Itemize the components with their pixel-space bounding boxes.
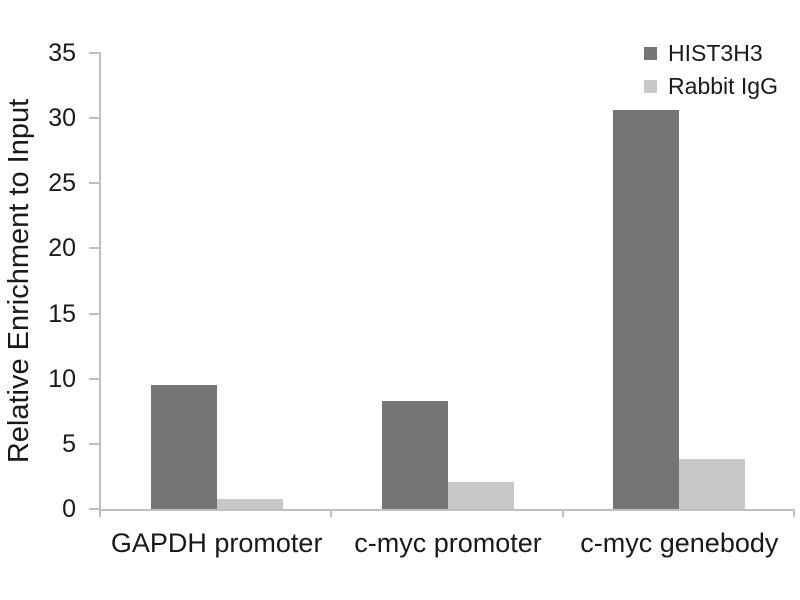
y-tick-mark (89, 117, 101, 120)
y-tick-label: 25 (48, 169, 76, 198)
bar-rabbit-igg-2 (679, 459, 746, 509)
y-axis-line (99, 53, 101, 511)
y-tick-label: 15 (48, 299, 76, 328)
x-tick-mark (99, 509, 101, 517)
y-tick-label: 10 (48, 364, 76, 393)
legend-label-rabbit-igg: Rabbit IgG (668, 73, 778, 99)
y-tick-mark (89, 312, 101, 315)
x-category-label: c-myc promoter (354, 528, 542, 558)
legend-swatch-hist3h3-icon (644, 47, 658, 60)
y-tick-mark (89, 442, 101, 445)
x-axis-line (99, 509, 795, 511)
x-tick-mark (330, 509, 333, 517)
y-tick-mark (89, 52, 101, 54)
bar-hist3h3-2 (613, 110, 680, 509)
y-tick-mark (89, 182, 101, 185)
x-tick-mark (793, 509, 795, 517)
y-tick-label: 35 (48, 39, 76, 67)
bar-rabbit-igg-1 (448, 481, 514, 509)
bar-hist3h3-1 (382, 400, 448, 509)
bar-hist3h3-0 (150, 385, 217, 509)
legend-label-hist3h3: HIST3H3 (668, 40, 763, 66)
x-category-label: GAPDH promoter (110, 528, 323, 558)
bar-rabbit-igg-0 (216, 498, 283, 509)
y-tick-label: 20 (48, 234, 76, 263)
legend-item-rabbit-igg: Rabbit IgG (644, 75, 778, 98)
y-tick-mark (89, 508, 101, 510)
y-tick-label: 0 (62, 495, 76, 523)
y-tick-label: 5 (62, 429, 76, 458)
y-tick-label: 30 (48, 104, 76, 133)
x-tick-mark (561, 509, 564, 517)
legend-swatch-rabbit-igg-icon (644, 80, 658, 93)
legend-item-hist3h3: HIST3H3 (644, 42, 778, 65)
y-tick-mark (89, 247, 101, 250)
x-category-label: c-myc genebody (580, 528, 779, 558)
legend: HIST3H3 Rabbit IgG (644, 42, 778, 98)
y-tick-mark (89, 377, 101, 380)
